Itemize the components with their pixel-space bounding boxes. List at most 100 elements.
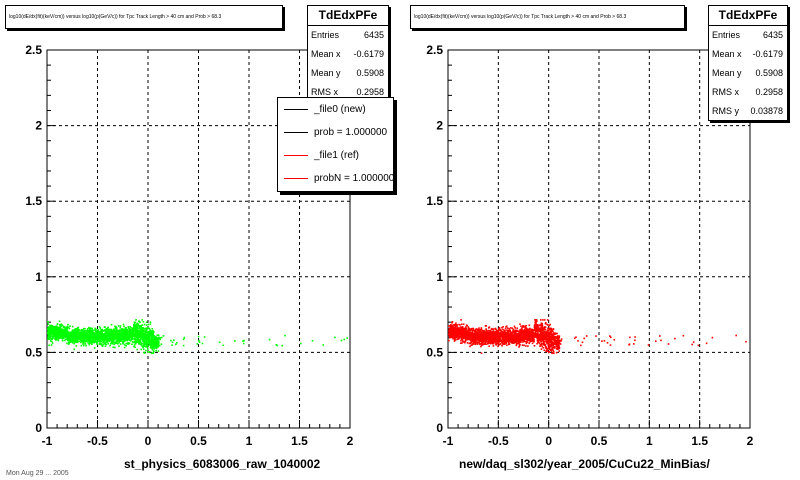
scatter-point bbox=[52, 331, 54, 333]
scatter-point bbox=[518, 340, 520, 343]
scatter-point bbox=[101, 331, 103, 333]
scatter-point bbox=[537, 338, 539, 340]
scatter-point bbox=[73, 348, 75, 351]
scatter-point bbox=[86, 330, 89, 332]
scatter-point bbox=[149, 333, 151, 336]
scatter-point bbox=[124, 335, 127, 338]
scatter-point bbox=[515, 336, 518, 338]
scatter-point bbox=[470, 329, 472, 331]
scatter-point bbox=[51, 325, 53, 327]
scatter-point bbox=[492, 338, 495, 340]
scatter-point bbox=[63, 326, 66, 328]
scatter-point bbox=[80, 337, 82, 340]
scatter-point bbox=[460, 326, 463, 329]
scatter-point bbox=[464, 337, 466, 339]
scatter-point bbox=[558, 345, 560, 348]
scatter-point bbox=[61, 324, 64, 326]
scatter-point bbox=[54, 330, 56, 333]
scatter-point bbox=[91, 329, 93, 332]
scatter-point bbox=[542, 326, 544, 329]
scatter-point bbox=[509, 329, 511, 332]
x-tick-label: 1 bbox=[646, 434, 653, 448]
scatter-point bbox=[495, 331, 498, 334]
scatter-point bbox=[104, 337, 107, 339]
scatter-point bbox=[118, 330, 120, 332]
scatter-point bbox=[522, 325, 524, 327]
scatter-point bbox=[551, 334, 553, 336]
scatter-point bbox=[77, 330, 80, 332]
scatter-point bbox=[93, 334, 96, 336]
scatter-point bbox=[97, 340, 99, 342]
scatter-point bbox=[552, 344, 555, 347]
scatter-point bbox=[93, 338, 95, 341]
scatter-point bbox=[182, 344, 185, 347]
scatter-point bbox=[489, 330, 492, 332]
scatter-point bbox=[58, 335, 61, 337]
scatter-point bbox=[510, 331, 512, 334]
scatter-point bbox=[144, 340, 146, 343]
scatter-point bbox=[140, 332, 142, 335]
scatter-point bbox=[534, 333, 536, 336]
scatter-point bbox=[89, 331, 92, 334]
scatter-point bbox=[151, 335, 153, 338]
scatter-point bbox=[535, 332, 537, 335]
scatter-point bbox=[141, 328, 143, 331]
scatter-point bbox=[57, 335, 60, 338]
scatter-point bbox=[544, 326, 546, 328]
scatter-point bbox=[153, 335, 156, 337]
scatter-point bbox=[468, 342, 471, 345]
scatter-point bbox=[100, 328, 102, 331]
scatter-point bbox=[79, 338, 82, 340]
scatter-point bbox=[136, 330, 139, 332]
scatter-point bbox=[109, 338, 111, 341]
scatter-point bbox=[101, 335, 103, 338]
scatter-point bbox=[503, 331, 506, 334]
scatter-point bbox=[506, 329, 508, 331]
y-tick-label: 1.5 bbox=[426, 194, 443, 208]
scatter-point bbox=[155, 336, 157, 338]
y-tick-label: 1 bbox=[436, 270, 443, 284]
scatter-point bbox=[47, 327, 49, 330]
scatter-point bbox=[528, 324, 531, 327]
scatter-point bbox=[509, 333, 512, 335]
scatter-point bbox=[145, 329, 148, 332]
scatter-point bbox=[156, 343, 159, 345]
scatter-point bbox=[93, 329, 95, 331]
scatter-point bbox=[84, 337, 86, 339]
scatter-point bbox=[519, 323, 521, 325]
scatter-point bbox=[58, 330, 61, 332]
scatter-point bbox=[95, 338, 98, 340]
scatter-point bbox=[520, 341, 522, 344]
scatter-point bbox=[551, 340, 553, 343]
scatter-point bbox=[134, 346, 136, 349]
scatter-point bbox=[152, 352, 154, 354]
scatter-point bbox=[141, 332, 144, 335]
scatter-point bbox=[145, 338, 147, 340]
scatter-point bbox=[157, 340, 159, 343]
scatter-point bbox=[243, 339, 245, 342]
scatter-point bbox=[171, 344, 173, 346]
scatter-point bbox=[487, 338, 490, 340]
scatter-point bbox=[152, 335, 155, 337]
scatter-point bbox=[151, 342, 154, 345]
scatter-point bbox=[98, 335, 100, 338]
scatter-point bbox=[116, 327, 118, 329]
scatter-point bbox=[535, 319, 538, 321]
scatter-point bbox=[66, 332, 69, 335]
scatter-point bbox=[503, 337, 506, 340]
scatter-point bbox=[119, 340, 121, 343]
scatter-point bbox=[543, 330, 545, 333]
scatter-point bbox=[157, 338, 160, 340]
scatter-point bbox=[171, 341, 174, 344]
scatter-point bbox=[66, 331, 69, 333]
scatter-point bbox=[146, 347, 149, 349]
scatter-point bbox=[506, 338, 508, 341]
scatter-point bbox=[242, 340, 244, 342]
scatter-point bbox=[145, 346, 147, 348]
scatter-point bbox=[501, 326, 503, 329]
scatter-point bbox=[99, 330, 102, 333]
scatter-point bbox=[97, 337, 100, 339]
scatter-point bbox=[95, 330, 98, 333]
scatter-point bbox=[84, 339, 86, 342]
scatter-point bbox=[122, 332, 124, 334]
